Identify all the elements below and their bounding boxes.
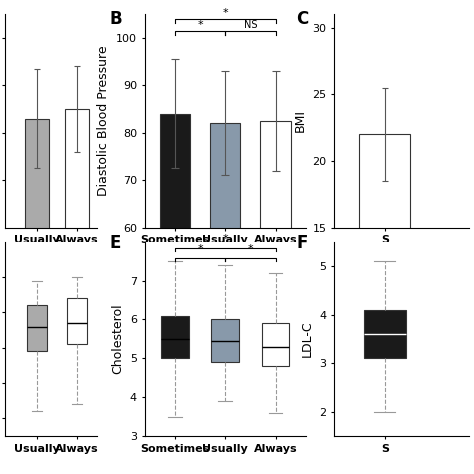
Text: NS: NS xyxy=(244,20,257,30)
Bar xyxy=(260,121,291,474)
Bar xyxy=(65,109,89,474)
Text: E: E xyxy=(109,234,120,252)
Bar xyxy=(25,118,49,474)
PathPatch shape xyxy=(27,305,47,351)
Y-axis label: Cholesterol: Cholesterol xyxy=(111,304,124,374)
Text: *: * xyxy=(222,9,228,18)
Text: *: * xyxy=(197,20,203,30)
Bar xyxy=(210,123,240,474)
PathPatch shape xyxy=(262,323,289,366)
Bar xyxy=(359,134,410,428)
Text: *: * xyxy=(197,244,203,254)
Text: B: B xyxy=(109,10,122,28)
Bar xyxy=(160,114,190,474)
PathPatch shape xyxy=(161,316,189,358)
Text: *: * xyxy=(222,234,228,244)
Y-axis label: Diastolic Blood Pressure: Diastolic Blood Pressure xyxy=(97,46,110,196)
Text: *: * xyxy=(247,244,253,254)
PathPatch shape xyxy=(211,319,239,362)
Y-axis label: BMI: BMI xyxy=(294,109,307,132)
PathPatch shape xyxy=(67,298,87,344)
Text: C: C xyxy=(296,10,309,28)
PathPatch shape xyxy=(364,310,406,358)
Y-axis label: LDL-C: LDL-C xyxy=(301,320,314,357)
Text: F: F xyxy=(296,234,308,252)
